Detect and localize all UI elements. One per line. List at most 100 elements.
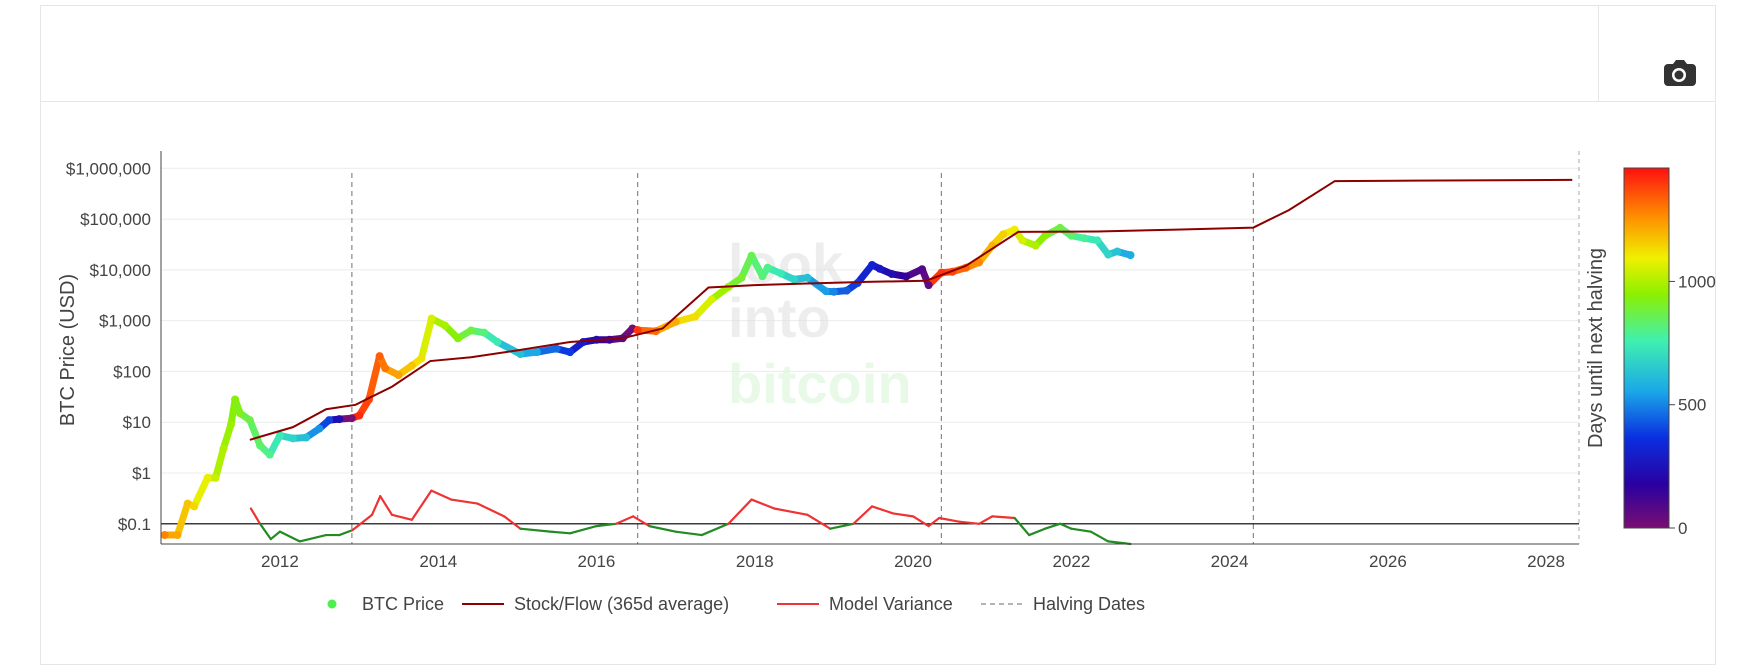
btc-price-segment-7 bbox=[219, 421, 235, 453]
btc-price-point-52 bbox=[776, 269, 785, 278]
model-variance-segment-5 bbox=[298, 533, 328, 543]
btc-stock-to-flow-chart: look into bitcoin $0.1 $1 $10 $100 $1,000 $10… bbox=[57, 151, 1716, 614]
btc-price-point-42 bbox=[633, 326, 642, 335]
btc-price-point-7 bbox=[226, 420, 235, 429]
model-variance-segment-29 bbox=[806, 513, 832, 530]
btc-price-point-12 bbox=[265, 450, 274, 459]
model-variance-segment-42 bbox=[1043, 522, 1062, 530]
model-variance-segment-38 bbox=[977, 515, 994, 525]
btc-price-point-45 bbox=[691, 312, 700, 321]
btc-price-point-25 bbox=[407, 361, 416, 370]
btc-price-point-19 bbox=[347, 414, 356, 423]
btc-price-point-0 bbox=[160, 531, 169, 540]
btc-price-point-50 bbox=[758, 272, 767, 281]
btc-price-segment-4 bbox=[190, 474, 212, 510]
btc-price-point-53 bbox=[790, 275, 799, 284]
btc-price-point-1 bbox=[173, 531, 182, 540]
camera-icon[interactable] bbox=[1661, 58, 1697, 88]
btc-price-point-22 bbox=[375, 352, 384, 361]
y-tick-label-7: $1,000,000 bbox=[66, 159, 151, 178]
halving-lines bbox=[351, 173, 1254, 544]
colorbar-gradient bbox=[1623, 167, 1670, 529]
stock-to-flow-series bbox=[249, 178, 1573, 441]
model-variance-segment-18 bbox=[549, 530, 572, 535]
y-tick-label-1: $1 bbox=[132, 464, 151, 483]
x-tick-label-2028: 2028 bbox=[1527, 552, 1565, 571]
btc-price-segment-27 bbox=[417, 315, 436, 362]
chart-toolbar bbox=[41, 6, 1715, 102]
x-tick-label-2016: 2016 bbox=[578, 552, 616, 571]
btc-price-point-46 bbox=[707, 295, 716, 304]
gridlines bbox=[161, 167, 1579, 525]
legend-label-1[interactable]: Stock/Flow (365d average) bbox=[514, 594, 729, 614]
model-variance-segment-35 bbox=[927, 516, 941, 528]
legend-label-2[interactable]: Model Variance bbox=[829, 594, 953, 614]
btc-price-point-4 bbox=[203, 473, 212, 482]
btc-price-point-17 bbox=[325, 416, 334, 425]
model-variance-segment-23 bbox=[648, 525, 677, 533]
legend-label-0[interactable]: BTC Price bbox=[362, 594, 444, 614]
chart-card bbox=[40, 5, 1716, 665]
model-variance-segment-1 bbox=[249, 507, 262, 525]
btc-price-point-11 bbox=[256, 441, 265, 450]
btc-price-point-60 bbox=[875, 264, 884, 273]
btc-price-point-10 bbox=[245, 416, 254, 425]
btc-price-point-23 bbox=[381, 364, 390, 373]
btc-price-point-70 bbox=[999, 230, 1008, 239]
model-variance-segment-36 bbox=[938, 516, 961, 523]
model-variance-segment-22 bbox=[631, 515, 651, 528]
btc-price-point-74 bbox=[1040, 231, 1049, 240]
btc-price-point-14 bbox=[288, 434, 297, 443]
colorbar: Days until next halving 0 500 1000 bbox=[1585, 167, 1716, 538]
colorbar-tick-label-1: 500 bbox=[1678, 396, 1706, 415]
btc-price-point-77 bbox=[1080, 234, 1089, 243]
x-tick-label-2022: 2022 bbox=[1052, 552, 1090, 571]
btc-price-point-81 bbox=[1126, 251, 1135, 260]
btc-price-point-6 bbox=[219, 444, 228, 453]
model-variance-segment-37 bbox=[958, 520, 981, 525]
btc-price-point-61 bbox=[887, 269, 896, 278]
colorbar-title: Days until next halving bbox=[1585, 248, 1607, 448]
btc-price-point-20 bbox=[355, 411, 364, 420]
btc-price-point-30 bbox=[467, 326, 476, 335]
y-tick-label-4: $1,000 bbox=[99, 312, 151, 331]
model-variance-segment-33 bbox=[891, 512, 915, 518]
btc-price-point-18 bbox=[335, 415, 344, 424]
btc-price-segment-6 bbox=[212, 445, 227, 482]
y-axis-title: BTC Price (USD) bbox=[57, 274, 79, 426]
watermark-line-3: bitcoin bbox=[728, 352, 912, 415]
model-variance-segment-24 bbox=[674, 530, 703, 537]
model-variance-segment-25 bbox=[700, 522, 730, 537]
btc-price-point-2 bbox=[183, 499, 192, 508]
btc-price-point-15 bbox=[302, 433, 311, 442]
btc-price-point-71 bbox=[1010, 225, 1019, 234]
btc-price-point-33 bbox=[516, 350, 525, 359]
btc-price-point-78 bbox=[1093, 236, 1102, 245]
legend-symbol-btc-price bbox=[327, 599, 337, 609]
model-variance-segment-43 bbox=[1059, 522, 1073, 530]
btc-price-point-73 bbox=[1031, 241, 1040, 250]
btc-price-point-55 bbox=[821, 287, 830, 296]
btc-price-point-51 bbox=[763, 263, 772, 272]
model-variance-segment-39 bbox=[991, 515, 1016, 520]
model-variance-segment-13 bbox=[430, 489, 453, 501]
btc-price-point-3 bbox=[190, 502, 199, 511]
btc-price-segment-2 bbox=[173, 500, 192, 539]
btc-price-point-57 bbox=[842, 286, 851, 295]
x-tick-labels: 2012 2014 2016 2018 2020 2022 2024 2026 2028 bbox=[261, 552, 1565, 571]
watermark-line-2: into bbox=[728, 286, 831, 349]
model-variance-segment-19 bbox=[568, 525, 598, 535]
model-variance-series bbox=[249, 489, 1132, 546]
btc-price-point-72 bbox=[1018, 236, 1027, 245]
legend-label-3[interactable]: Halving Dates bbox=[1033, 594, 1145, 614]
model-variance-segment-10 bbox=[379, 495, 394, 516]
model-variance-segment-9 bbox=[370, 495, 382, 516]
model-variance-segment-40 bbox=[1013, 516, 1031, 537]
model-variance-segment-27 bbox=[750, 498, 776, 510]
model-variance-segment-11 bbox=[390, 513, 413, 521]
model-variance-segment-32 bbox=[870, 505, 895, 515]
btc-price-point-62 bbox=[902, 272, 911, 281]
btc-price-point-79 bbox=[1104, 250, 1113, 259]
btc-price-point-35 bbox=[552, 344, 561, 353]
model-variance-segment-15 bbox=[476, 502, 506, 518]
